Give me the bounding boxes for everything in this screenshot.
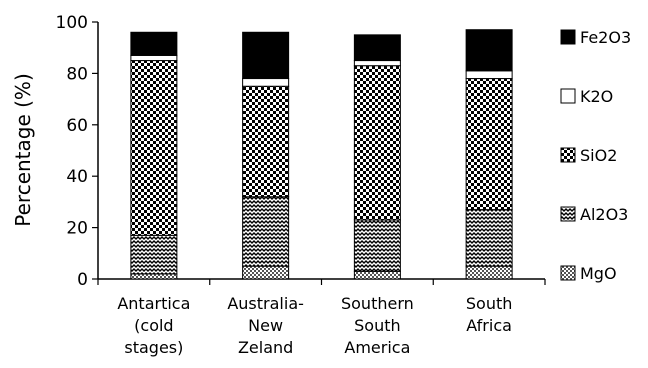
bar-segment-k2o (130, 54, 178, 62)
bar-segment-mgo (130, 273, 178, 280)
legend: Fe2O3 K2O SiO2 Al2O3 MgO (560, 28, 631, 283)
legend-label: Al2O3 (580, 205, 628, 224)
y-tick-labels: 0 20 40 60 80 100 (56, 13, 88, 290)
legend-label: Fe2O3 (580, 28, 631, 47)
category-label: Southern South America (341, 294, 414, 357)
bar-segment-sio2 (465, 78, 513, 211)
legend-swatch-sio2 (560, 147, 576, 163)
y-tick-label: 80 (66, 64, 88, 84)
bar-segment-fe2o3 (130, 31, 178, 56)
bar-segment-sio2 (130, 60, 178, 236)
bar-segment-sio2 (242, 85, 290, 198)
category-label: South Africa (466, 294, 513, 335)
bar-segment-al2o3 (465, 209, 513, 267)
y-tick-label: 20 (66, 219, 88, 239)
legend-swatch-fe2o3 (560, 29, 576, 45)
category-label: Antartica (cold stages) (117, 294, 190, 357)
legend-swatch-mgo (560, 265, 576, 281)
bar-segment-fe2o3 (353, 34, 401, 62)
bar-segment-fe2o3 (242, 31, 290, 80)
y-tick-label: 60 (66, 116, 88, 136)
legend-swatch-k2o (560, 88, 576, 104)
bar-segment-fe2o3 (465, 29, 513, 72)
category-labels: Antartica (cold stages) Australia-New Zeland… (117, 294, 512, 357)
legend-label: K2O (580, 87, 613, 106)
bar-segment-mgo (242, 265, 290, 280)
legend-label: SiO2 (580, 146, 617, 165)
y-tick-label: 0 (77, 270, 88, 290)
bars (130, 29, 513, 280)
bar-segment-mgo (353, 270, 401, 280)
bar-segment-k2o (353, 60, 401, 67)
bar-segment-k2o (242, 78, 290, 87)
category-label: Australia-New Zeland (227, 294, 304, 357)
legend-swatch-al2o3 (560, 206, 576, 222)
bar-segment-mgo (465, 265, 513, 280)
legend-label: MgO (580, 264, 617, 283)
y-tick-label: 100 (56, 13, 88, 33)
y-axis-label: Percentage (%) (11, 73, 35, 226)
bar-segment-k2o (465, 70, 513, 80)
bar-segment-al2o3 (130, 234, 178, 275)
bar-segment-al2o3 (242, 196, 290, 267)
y-tick-label: 40 (66, 167, 88, 187)
bar-segment-sio2 (353, 65, 401, 221)
bar-segment-al2o3 (353, 219, 401, 272)
